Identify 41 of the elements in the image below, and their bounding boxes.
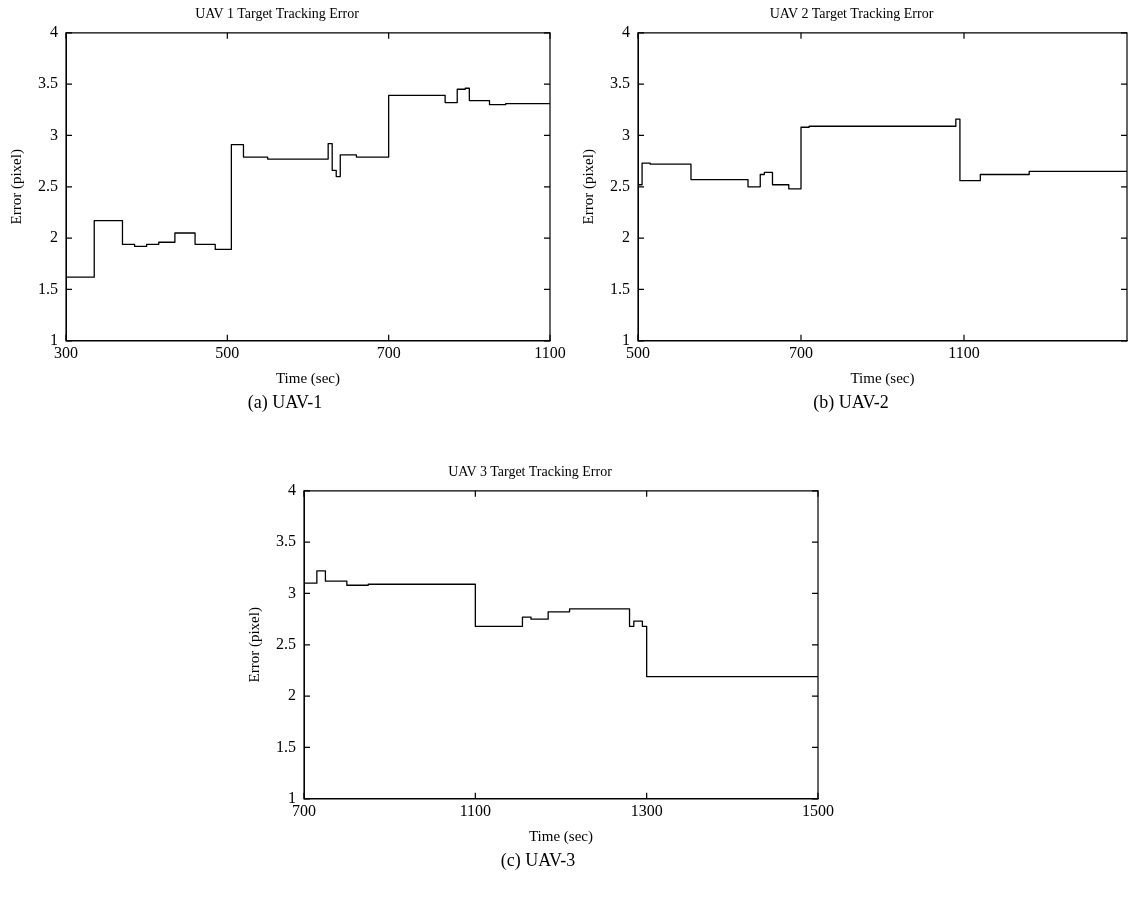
- x-tick-label: 1500: [802, 801, 834, 819]
- y-tick-label: 4: [622, 23, 630, 40]
- y-tick-label: 4: [288, 481, 296, 498]
- y-axis-title: Error (pixel): [579, 149, 597, 225]
- y-tick-label: 2.5: [610, 177, 630, 194]
- y-tick-label: 1.5: [38, 279, 58, 297]
- text: (b) UAV-2: [812, 392, 890, 413]
- x-tick-label: 1100: [459, 801, 492, 819]
- x-axis-title: Time (sec): [528, 827, 594, 845]
- y-tick-label: 1.5: [610, 279, 630, 297]
- x-tick-label: 700: [789, 343, 813, 361]
- y-axis-title: Error (pixel): [7, 149, 25, 225]
- y-tick-label: 3.5: [610, 74, 630, 92]
- y-tick-label: 1: [622, 331, 630, 348]
- y-tick-label: 4: [50, 23, 58, 40]
- y-tick-label: 3.5: [276, 532, 296, 550]
- chart-title: UAV 3 Target Tracking Error: [448, 464, 613, 480]
- text: (c) UAV-3: [499, 850, 577, 871]
- y-tick-label: 2: [288, 686, 296, 704]
- x-tick-label: 500: [215, 343, 240, 361]
- x-tick-label: 1100: [534, 343, 566, 361]
- text: (a) UAV-1: [246, 392, 324, 413]
- y-tick-label: 2.5: [38, 177, 58, 194]
- chart-title: UAV 1 Target Tracking Error: [195, 6, 360, 22]
- y-tick-label: 2: [622, 228, 630, 246]
- x-tick-label: 700: [376, 343, 401, 361]
- y-tick-label: 3: [622, 125, 630, 143]
- y-tick-label: 3: [288, 583, 296, 601]
- y-tick-label: 1.5: [276, 737, 296, 755]
- y-tick-label: 2.5: [276, 635, 296, 652]
- y-tick-label: 3.5: [38, 74, 58, 92]
- x-axis-title: Time (sec): [850, 369, 915, 387]
- y-tick-label: 3: [50, 125, 58, 143]
- x-tick-label: 1100: [948, 343, 980, 361]
- x-tick-label: 1300: [630, 801, 663, 819]
- y-tick-label: 1: [288, 789, 296, 806]
- chart-title: UAV 2 Target Tracking Error: [769, 6, 934, 22]
- x-axis-title: Time (sec): [275, 369, 341, 387]
- y-axis-title: Error (pixel): [245, 607, 263, 683]
- y-tick-label: 2: [50, 228, 58, 246]
- y-tick-label: 1: [50, 331, 58, 348]
